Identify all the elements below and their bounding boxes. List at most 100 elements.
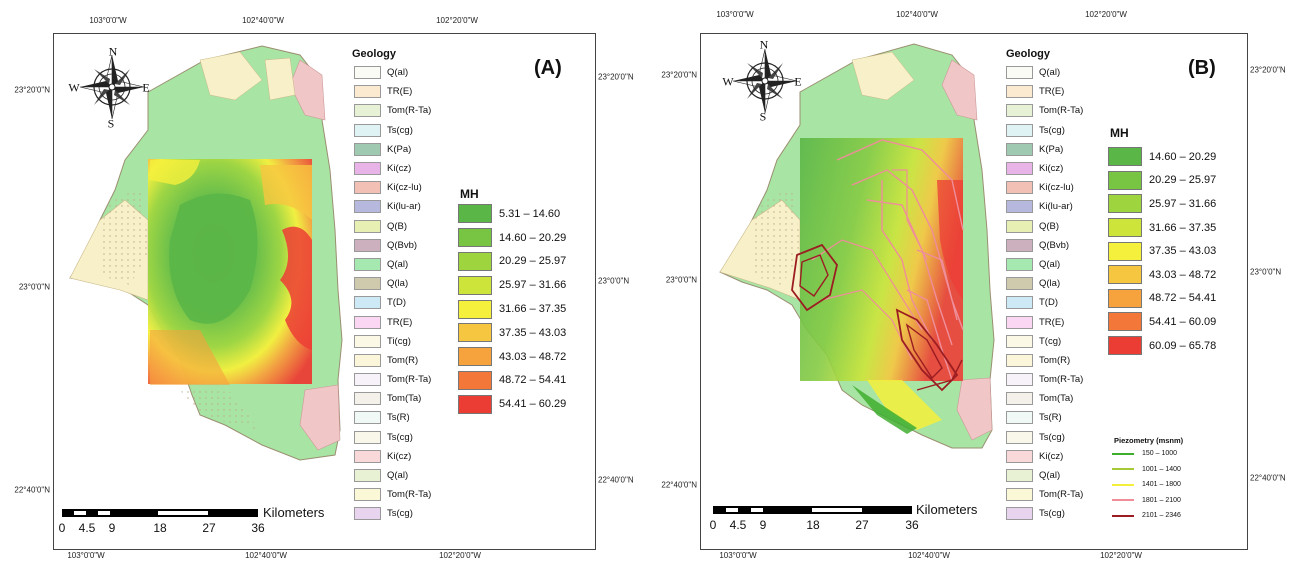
geology-swatch (354, 142, 381, 156)
mh-legend-item: 37.35 – 43.03 (1108, 239, 1216, 263)
mh-swatch (1108, 218, 1142, 238)
mh-legend-item-label: 25.97 – 31.66 (499, 279, 567, 292)
mh-swatch (458, 323, 492, 343)
coord-label: 23°0'0"N (598, 276, 630, 286)
mh-legend-item-label: 14.60 – 20.29 (499, 231, 567, 244)
mh-yellow-band (150, 160, 200, 185)
mh-legend-item-label: 43.03 – 48.72 (1149, 268, 1217, 281)
piezometry-legend-item: 150 – 1000 (1112, 446, 1181, 462)
geology-swatch (1006, 181, 1033, 195)
geology-legend-item-label: Ki(cz-lu) (1039, 182, 1074, 194)
compass-rose-icon (732, 48, 798, 114)
coord-label: 103°0'0"W (719, 551, 757, 560)
geology-swatch (1006, 277, 1033, 291)
mh-legend-item-label: 5.31 – 14.60 (499, 207, 561, 220)
terrain-dotted (100, 190, 150, 285)
coord-label: 23°20'0"N (14, 85, 50, 95)
compass-east: E (794, 74, 802, 89)
mh-legend-item: 43.03 – 48.72 (1108, 263, 1216, 287)
coord-label: 23°0'0"N (18, 282, 50, 292)
geology-swatch (1006, 392, 1033, 406)
compass-north: N (759, 37, 769, 52)
geology-legend-item: Ts(cg) (1006, 428, 1083, 447)
geology-legend-item: Ts(cg) (1006, 121, 1083, 140)
coord-label: 23°20'0"N (598, 72, 634, 82)
geology-legend-item-label: TR(E) (387, 86, 413, 98)
piezometry-legend-title: Piezometry (msnm) (1114, 436, 1184, 445)
mh-legend-item-label: 31.66 – 37.35 (499, 303, 567, 316)
geology-legend-item-label: Ts(cg) (1039, 124, 1065, 136)
terrain-pink (956, 377, 993, 441)
geology-legend-item: T(D) (354, 293, 431, 312)
scale-tick: 4.5 (78, 521, 96, 535)
mh-legend: 5.31 – 14.60 14.60 – 20.29 20.29 – 25.97 25… (458, 202, 566, 416)
mh-swatch (1108, 265, 1142, 285)
geology-swatch (1006, 162, 1033, 176)
mh-legend-item: 14.60 – 20.29 (458, 226, 566, 250)
coord-label: 22°40'0"N (661, 480, 697, 490)
mh-legend-item: 37.35 – 43.03 (458, 321, 566, 345)
geology-legend-item-label: Q(al) (1039, 470, 1061, 482)
geology-legend-item: Tom(R) (1006, 351, 1083, 370)
geology-legend-item-label: Q(al) (387, 67, 409, 79)
mh-swatch (458, 299, 492, 319)
geology-legend-item: Tom(Ta) (354, 389, 431, 408)
geology-swatch (1006, 85, 1033, 99)
map-panel-a: 103°0'0"W 102°40'0"W 102°20'0"W 103°0'0"… (0, 0, 650, 575)
piezometry-legend-item-label: 150 – 1000 (1142, 450, 1178, 458)
piezometry-contours (791, 139, 964, 392)
piezometry-legend-item-label: 1401 – 1800 (1142, 481, 1181, 489)
piezometry-swatch (1112, 483, 1134, 486)
mh-legend-item: 54.41 – 60.29 (458, 392, 566, 416)
geology-swatch (354, 296, 381, 310)
terrain-dotted (752, 190, 802, 285)
geology-swatch (1006, 469, 1033, 483)
mh-swatch (1108, 241, 1142, 261)
geology-legend-item: T(cg) (1006, 332, 1083, 351)
geology-swatch (1006, 238, 1033, 252)
geology-swatch (354, 353, 381, 367)
scale-tick: 4.5 (729, 518, 747, 532)
geology-legend-item-label: Ki(lu-ar) (1039, 201, 1073, 213)
coord-label: 102°20'0"W (436, 16, 478, 25)
geology-swatch (1006, 334, 1033, 348)
geology-swatch (354, 507, 381, 521)
geology-legend-item: Q(al) (1006, 466, 1083, 485)
piezometry-legend-item: 1801 – 2100 (1112, 493, 1181, 509)
geology-legend-item-label: Q(la) (1039, 278, 1061, 290)
coord-label: 102°40'0"W (908, 551, 950, 560)
geology-legend-item: K(Pa) (1006, 140, 1083, 159)
geology-legend-item: Q(Bvb) (354, 236, 431, 255)
geology-legend-item: Ts(R) (1006, 408, 1083, 427)
geology-swatch (354, 238, 381, 252)
mh-orange-band (260, 165, 312, 220)
mh-legend-item: 48.72 – 54.41 (1108, 287, 1216, 311)
geology-swatch (354, 162, 381, 176)
geology-legend-item: K(Pa) (354, 140, 431, 159)
geology-legend-item: Q(la) (354, 274, 431, 293)
geology-legend-item: Ki(lu-ar) (1006, 197, 1083, 216)
geology-legend-item-label: Ki(lu-ar) (387, 201, 421, 213)
geology-legend-item: Q(al) (354, 255, 431, 274)
geology-swatch (354, 449, 381, 463)
geology-swatch (1006, 257, 1033, 271)
geology-legend-item-label: Ti(cg) (387, 335, 411, 347)
mh-legend-item: 43.03 – 48.72 (458, 345, 566, 369)
geology-legend-item: TR(E) (354, 312, 431, 331)
coord-label: 102°20'0"W (1085, 10, 1127, 19)
scale-tick: 0 (709, 518, 717, 532)
coord-label: 103°0'0"W (716, 10, 754, 19)
geology-legend-item-label: Q(Bvb) (387, 239, 418, 251)
map-panel-b: 103°0'0"W 102°40'0"W 102°20'0"W 103°0'0"… (652, 0, 1303, 575)
geology-legend-item: Ki(cz) (1006, 447, 1083, 466)
geology-swatch (354, 104, 381, 118)
compass-south: S (759, 109, 767, 124)
mh-swatch (1108, 170, 1142, 190)
coord-label: 22°40'0"N (1250, 473, 1286, 483)
geology-swatch (1006, 296, 1033, 310)
mh-swatch (458, 228, 492, 248)
mh-legend-item: 25.97 – 31.66 (1108, 192, 1216, 216)
mh-legend-item: 25.97 – 31.66 (458, 273, 566, 297)
geology-swatch (354, 469, 381, 483)
piezometry-legend-item: 1001 – 1400 (1112, 462, 1181, 478)
